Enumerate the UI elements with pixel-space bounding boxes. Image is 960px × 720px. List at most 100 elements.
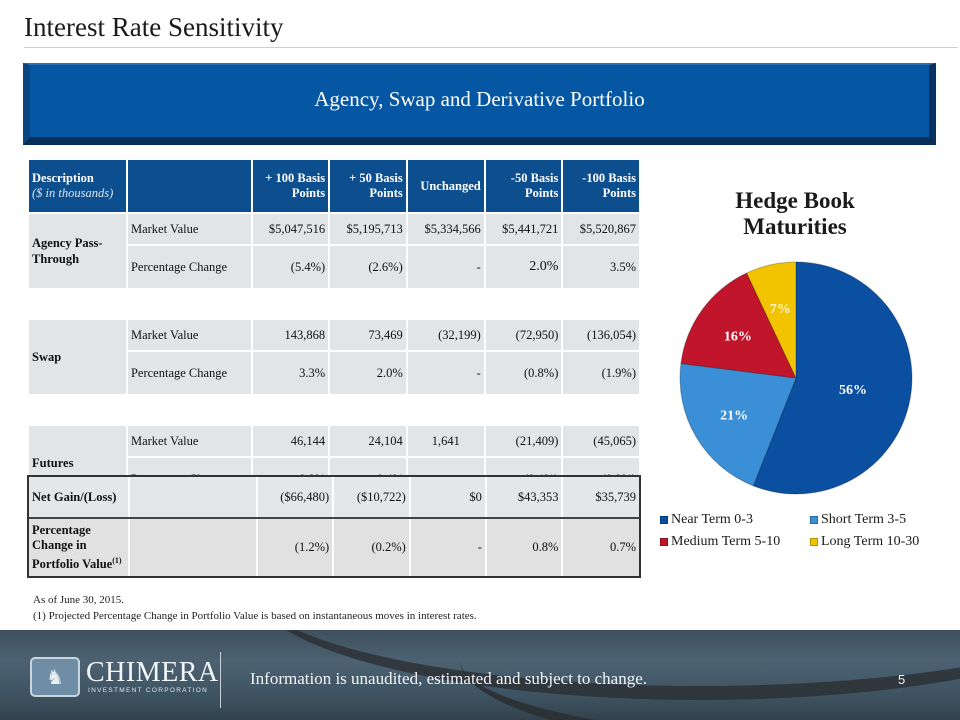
table-row: Percentage Change 3.3% 2.0% - (0.8%) (1.… (29, 350, 639, 394)
blank-cell (128, 518, 258, 576)
value-cell: 1,641 (407, 424, 484, 456)
page-title: Interest Rate Sensitivity (24, 12, 284, 42)
value-cell: $5,195,713 (330, 212, 406, 244)
pct-change-row: Percentage Change in Portfolio Value(1) … (29, 518, 639, 576)
value-cell: 46,144 (252, 424, 329, 456)
value-cell: (136,054) (563, 318, 639, 350)
header-units: ($ in thousands) (32, 186, 114, 200)
value-cell: ($66,480) (256, 477, 335, 519)
pie-slice-long-term (745, 261, 797, 379)
company-logo-name: CHIMERA (86, 657, 219, 688)
value-cell: (1.9%) (563, 350, 639, 394)
value-cell: $5,520,867 (563, 212, 639, 244)
totals-table: Net Gain/(Loss) ($66,480) ($10,722) $0 $… (27, 475, 641, 578)
title-divider (24, 47, 958, 48)
value-cell: 143,868 (252, 318, 329, 350)
value-cell: $35,739 (562, 477, 639, 519)
value-cell: (72,950) (485, 318, 562, 350)
footnote-1: (1) Projected Percentage Change in Portf… (33, 610, 477, 622)
legend-item: Short Term 3-5 (810, 512, 950, 528)
value-cell: 3.3% (252, 350, 329, 394)
pie-data-label: 21% (720, 409, 748, 424)
as-of-note: As of June 30, 2015. (33, 594, 125, 606)
value-cell: 24,104 (330, 424, 406, 456)
value-cell: (2.6%) (330, 244, 406, 288)
pie-data-label: 56% (839, 383, 867, 398)
table-spacer (29, 288, 639, 318)
value-cell: 3.5% (563, 244, 639, 288)
metric-label: Percentage Change (127, 350, 251, 394)
value-cell: (21,409) (485, 424, 562, 456)
value-cell: (0.8%) (485, 350, 562, 394)
value-cell: $5,047,516 (252, 212, 329, 244)
pct-change-label-text: Percentage Change in Portfolio Value (32, 522, 113, 572)
header-description-label: Description (32, 171, 94, 185)
footnotes: As of June 30, 2015. (1) Projected Perce… (33, 592, 477, 624)
legend-label: Short Term 3-5 (821, 512, 907, 527)
header-unchanged: Unchanged (407, 160, 484, 212)
legend-swatch-medium (660, 538, 668, 546)
value-cell: (1.2%) (256, 518, 335, 576)
pie-chart: 56% 21% 16% 7% (679, 261, 913, 495)
legend-label: Near Term 0-3 (671, 512, 753, 527)
net-gain-row: Net Gain/(Loss) ($66,480) ($10,722) $0 $… (29, 477, 639, 519)
header-minus50: -50 Basis Points (485, 160, 562, 212)
pie-data-label: 7% (770, 302, 791, 317)
header-plus100: + 100 Basis Points (252, 160, 329, 212)
metric-label: Market Value (127, 212, 251, 244)
value-cell: 2.0% (485, 244, 562, 288)
pie-slice-medium-term (680, 272, 797, 379)
table-spacer (29, 394, 639, 424)
legend-label: Medium Term 5-10 (671, 534, 781, 549)
metric-label: Percentage Change (127, 244, 251, 288)
value-cell: (45,065) (563, 424, 639, 456)
banner-title: Agency, Swap and Derivative Portfolio (314, 86, 645, 111)
legend-item: Long Term 10-30 (810, 534, 950, 550)
value-cell: 0.8% (485, 518, 564, 576)
legend-item: Near Term 0-3 (660, 512, 810, 528)
header-metric-blank (127, 160, 251, 212)
value-cell: $43,353 (485, 477, 564, 519)
pie-slice-short-term (679, 362, 797, 487)
header-plus50: + 50 Basis Points (330, 160, 406, 212)
value-cell: - (407, 350, 484, 394)
value-cell: (32,199) (407, 318, 484, 350)
value-cell: $5,334,566 (407, 212, 484, 244)
blank-cell (128, 477, 258, 519)
header-minus100: -100 Basis Points (563, 160, 639, 212)
net-gain-label: Net Gain/(Loss) (29, 477, 130, 519)
value-cell: - (407, 244, 484, 288)
chart-legend: Near Term 0-3 Short Term 3-5 Medium Term… (660, 512, 950, 550)
pct-change-label: Percentage Change in Portfolio Value(1) (29, 518, 130, 576)
table-row: Agency Pass-Through Market Value $5,047,… (29, 212, 639, 288)
metric-label: Market Value (127, 424, 251, 456)
legend-swatch-short (810, 516, 818, 524)
table-header-row: Description ($ in thousands) + 100 Basis… (29, 160, 639, 212)
table-row: Futures Market Value 46,144 24,104 1,641… (29, 424, 639, 500)
legend-label: Long Term 10-30 (821, 534, 920, 549)
metric-label: Market Value (127, 318, 251, 350)
footnote-mark: (1) (112, 555, 122, 565)
legend-swatch-long (810, 538, 818, 546)
table-row: Swap Market Value 143,868 73,469 (32,199… (29, 318, 639, 394)
legend-item: Medium Term 5-10 (660, 534, 810, 550)
company-logo-subtitle: INVESTMENT CORPORATION (88, 687, 209, 694)
group-label-agency: Agency Pass-Through (29, 212, 126, 288)
footer: ♞ CHIMERA INVESTMENT CORPORATION Informa… (0, 630, 960, 720)
value-cell: ($10,722) (333, 477, 411, 519)
header-description: Description ($ in thousands) (29, 160, 126, 212)
section-banner: Agency, Swap and Derivative Portfolio (23, 63, 936, 145)
value-cell: 2.0% (330, 350, 406, 394)
legend-swatch-near (660, 516, 668, 524)
value-cell: (5.4%) (252, 244, 329, 288)
value-cell: - (409, 518, 487, 576)
chimera-lion-icon: ♞ (30, 657, 80, 697)
value-cell: $5,441,721 (485, 212, 562, 244)
value-cell: 0.7% (562, 518, 639, 576)
table-row: Percentage Change (5.4%) (2.6%) - 2.0% 3… (29, 244, 639, 288)
pie-slice-near-term (752, 261, 913, 495)
footer-divider (220, 652, 221, 708)
chart-title: Hedge Book Maturities (735, 188, 855, 239)
value-cell: $0 (409, 477, 487, 519)
sensitivity-table: Description ($ in thousands) + 100 Basis… (27, 160, 641, 500)
